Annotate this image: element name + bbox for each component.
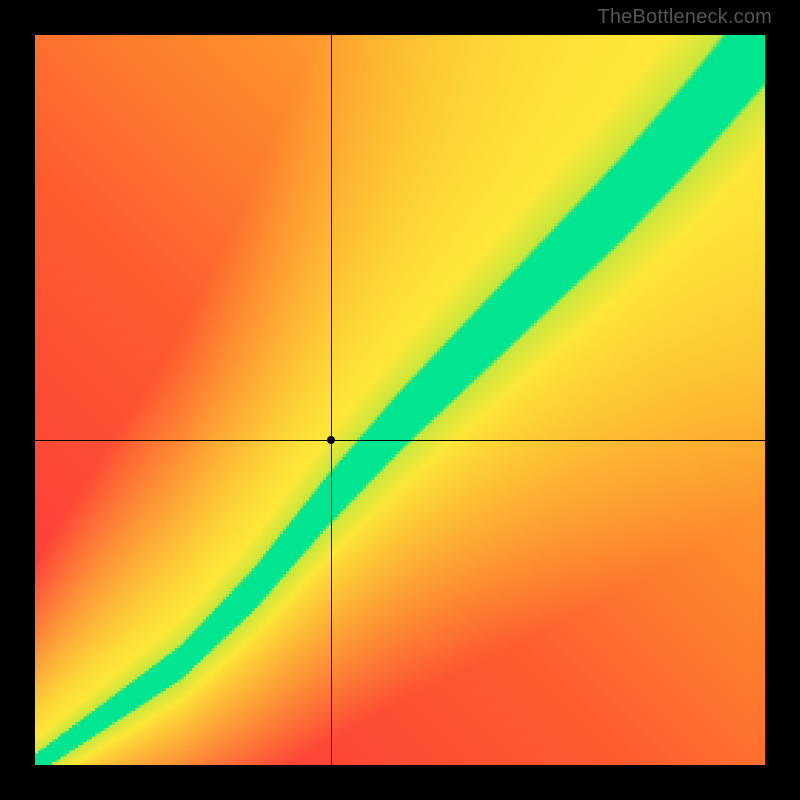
bottleneck-heatmap [35, 35, 765, 765]
marker-dot [327, 436, 335, 444]
root: TheBottleneck.com [0, 0, 800, 800]
watermark-text: TheBottleneck.com [597, 6, 772, 29]
crosshair-horizontal [35, 440, 765, 441]
heatmap-outer-border [0, 0, 800, 800]
heatmap-canvas-wrap [35, 35, 765, 765]
crosshair-vertical [331, 35, 332, 765]
